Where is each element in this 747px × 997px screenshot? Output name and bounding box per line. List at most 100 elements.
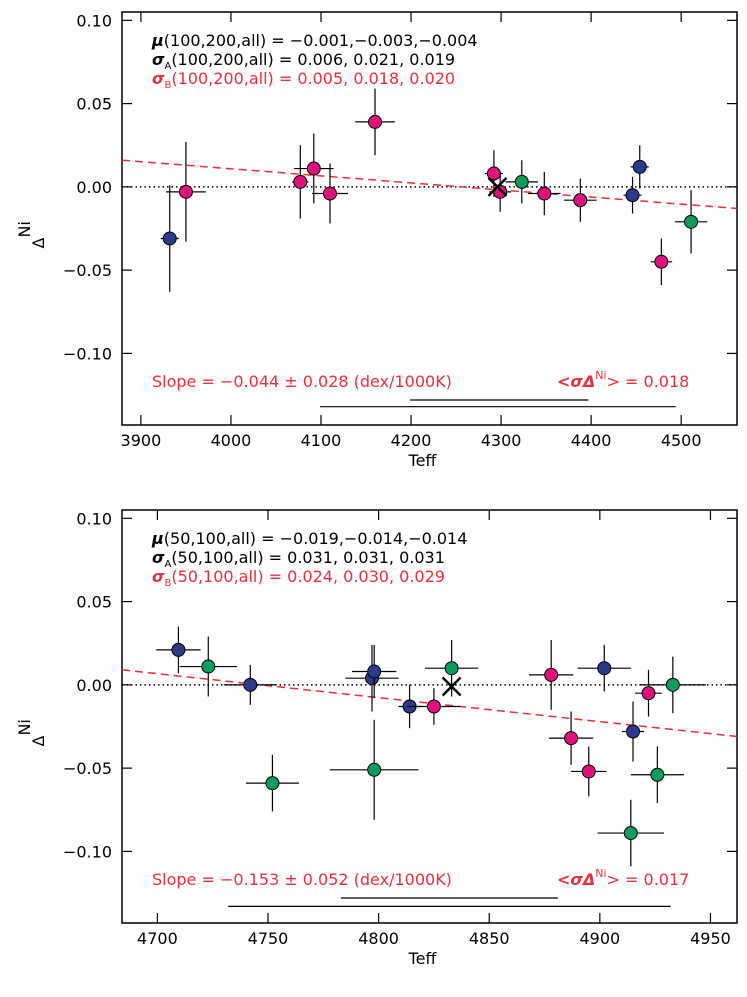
text: (100,200,all) = 0.005, 0.018, 0.020: [171, 69, 455, 88]
symbol: σ: [152, 567, 165, 586]
data-point: [597, 661, 612, 676]
plot-frame: [121, 509, 738, 924]
y-tick-label: 0.10: [76, 11, 112, 30]
data-point: [367, 762, 382, 777]
symbol: Δ: [29, 238, 48, 249]
data-point: [323, 186, 338, 201]
symbol: σ: [152, 50, 165, 69]
subscript: B: [164, 578, 171, 589]
text: Slope = −0.044 ± 0.028 (dex/1000K): [152, 372, 452, 391]
data-point: [650, 767, 665, 782]
text: > = 0.018: [607, 372, 690, 391]
data-point: [665, 677, 680, 692]
data-point: [444, 661, 459, 676]
text: > = 0.017: [607, 870, 690, 889]
slope-annotation: Slope = −0.153 ± 0.052 (dex/1000K): [152, 870, 452, 889]
data-point: [684, 214, 699, 229]
x-tick-label: 3900: [121, 431, 162, 450]
stat-annotation: σB(100,200,all) = 0.005, 0.018, 0.020: [152, 69, 455, 91]
data-point: [654, 254, 669, 269]
x-tick-label: 4400: [571, 431, 612, 450]
data-point: [171, 642, 186, 657]
symbol: μ: [151, 31, 164, 50]
text: (50,100,all) = 0.024, 0.030, 0.029: [171, 567, 445, 586]
x-tick-label: 4800: [358, 929, 399, 948]
text: Slope = −0.153 ± 0.052 (dex/1000K): [152, 870, 452, 889]
data-point: [581, 764, 596, 779]
symbol: σ: [152, 69, 165, 88]
symbol: <σΔ: [557, 870, 595, 889]
y-tick-label: 0.05: [76, 593, 112, 612]
text: (50,100,all) = 0.031, 0.031, 0.031: [171, 548, 445, 567]
x-tick-label: 4000: [211, 431, 252, 450]
x-tick-label: 4100: [301, 431, 342, 450]
stat-annotation: σA(50,100,all) = 0.031, 0.031, 0.031: [152, 548, 445, 570]
x-axis-label: Teff: [408, 451, 438, 470]
data-point: [544, 667, 559, 682]
subscript: A: [164, 559, 171, 570]
x-tick-label: 4500: [661, 431, 702, 450]
symbol: Δ: [29, 736, 48, 747]
data-point: [537, 186, 552, 201]
y-axis-label: ΔNi: [15, 719, 48, 746]
data-point: [632, 159, 647, 174]
reference-marker: [441, 676, 462, 697]
superscript: Ni: [15, 719, 34, 735]
data-point: [623, 826, 638, 841]
scatter-annotation: <σΔNi> = 0.017: [557, 867, 689, 889]
data-point: [573, 193, 588, 208]
x-tick-label: 4950: [690, 929, 731, 948]
y-tick-label: 0.00: [76, 676, 112, 695]
symbol: σ: [152, 548, 165, 567]
superscript: Ni: [595, 369, 606, 382]
y-tick-label: −0.05: [63, 759, 112, 778]
x-tick-label: 4750: [248, 929, 289, 948]
reference-marker: [487, 176, 508, 197]
data-point: [514, 174, 529, 189]
data-point: [564, 731, 579, 746]
y-tick-label: 0.05: [76, 95, 112, 114]
text: (50,100,all) = −0.019,−0.014,−0.014: [164, 529, 468, 548]
plot-frame: [121, 11, 738, 426]
y-tick-label: −0.10: [63, 842, 112, 861]
y-tick-label: 0.00: [76, 178, 112, 197]
data-point: [306, 161, 321, 176]
x-tick-label: 4850: [469, 929, 510, 948]
data-point: [625, 188, 640, 203]
data-point: [626, 724, 641, 739]
text: (100,200,all) = 0.006, 0.021, 0.019: [171, 50, 455, 69]
data-point: [265, 776, 280, 791]
y-tick-label: −0.10: [63, 344, 112, 363]
data-point: [178, 184, 193, 199]
data-point: [201, 659, 216, 674]
data-point: [367, 664, 382, 679]
y-axis-label: ΔNi: [15, 221, 48, 248]
text: (100,200,all) = −0.001,−0.003,−0.004: [164, 31, 478, 50]
data-point: [243, 677, 258, 692]
data-point: [368, 114, 383, 129]
x-tick-label: 4200: [391, 431, 432, 450]
slope-annotation: Slope = −0.044 ± 0.028 (dex/1000K): [152, 372, 452, 391]
symbol: <σΔ: [557, 372, 595, 391]
subscript: B: [164, 80, 171, 91]
subscript: A: [164, 61, 171, 72]
x-tick-label: 4300: [481, 431, 522, 450]
data-point: [641, 686, 656, 701]
data-point: [293, 174, 308, 189]
symbol: μ: [151, 529, 164, 548]
y-tick-label: 0.10: [76, 509, 112, 528]
data-point: [426, 699, 441, 714]
superscript: Ni: [595, 867, 606, 880]
stat-annotation: μ(100,200,all) = −0.001,−0.003,−0.004: [151, 31, 478, 50]
x-axis-label: Teff: [408, 949, 438, 968]
data-point: [162, 231, 177, 246]
scatter-annotation: <σΔNi> = 0.018: [557, 369, 689, 391]
y-tick-label: −0.05: [63, 261, 112, 280]
superscript: Ni: [15, 221, 34, 237]
x-tick-label: 4700: [137, 929, 178, 948]
stat-annotation: σB(50,100,all) = 0.024, 0.030, 0.029: [152, 567, 445, 589]
stat-annotation: μ(50,100,all) = −0.019,−0.014,−0.014: [151, 529, 467, 548]
stat-annotation: σA(100,200,all) = 0.006, 0.021, 0.019: [152, 50, 455, 72]
x-tick-label: 4900: [579, 929, 620, 948]
